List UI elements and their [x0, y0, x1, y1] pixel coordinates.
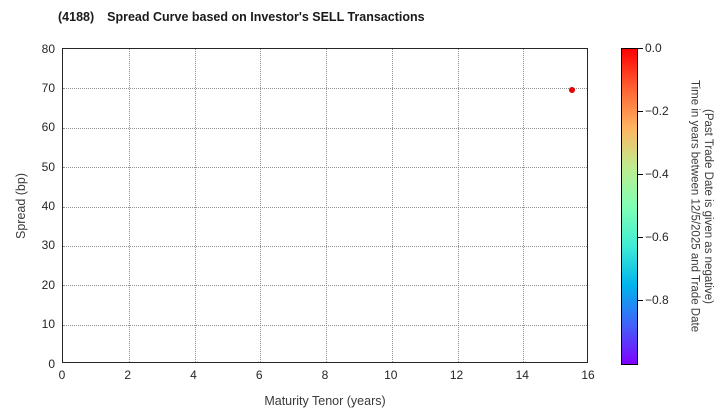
colorbar-tick-label: −0.4 — [645, 167, 669, 181]
y-tick-label: 20 — [41, 277, 55, 292]
x-tick-label: 10 — [384, 368, 398, 382]
colorbar-tick-label: −0.6 — [645, 230, 669, 244]
gridline-vertical — [260, 49, 262, 362]
colorbar — [621, 48, 638, 365]
y-tick-label: 60 — [41, 120, 55, 135]
colorbar-tick-label: 0.0 — [645, 41, 662, 55]
x-tick-label: 14 — [515, 368, 529, 382]
gridline-horizontal — [63, 206, 587, 208]
gridline-horizontal — [63, 245, 587, 247]
x-tick-label: 0 — [58, 368, 66, 382]
y-axis-label: Spread (bp) — [14, 172, 28, 240]
colorbar-tick-mark — [638, 174, 643, 175]
y-tick-label: 10 — [41, 317, 55, 332]
x-tick-label: 4 — [190, 368, 197, 382]
chart-title: (4188) Spread Curve based on Investor's S… — [58, 10, 425, 24]
colorbar-tick-label: −0.2 — [645, 104, 669, 118]
y-tick-label: 30 — [41, 238, 55, 253]
gridline-horizontal — [63, 285, 587, 287]
data-point — [569, 86, 576, 93]
gridline-vertical — [457, 49, 459, 362]
x-tick-label: 8 — [321, 368, 329, 382]
x-axis-label: Maturity Tenor (years) — [264, 394, 386, 408]
gridline-horizontal — [63, 127, 587, 129]
y-tick-label: 0 — [48, 356, 55, 371]
colorbar-tick-mark — [638, 300, 643, 301]
colorbar-tick-mark — [638, 48, 643, 49]
y-tick-label: 80 — [41, 41, 55, 56]
gridline-horizontal — [63, 167, 587, 169]
x-tick-label: 2 — [124, 368, 132, 382]
colorbar-tick-label: −0.8 — [645, 293, 669, 307]
gridline-horizontal — [63, 88, 587, 90]
x-tick-label: 6 — [255, 368, 263, 382]
chart-title-text: Spread Curve based on Investor's SELL Tr… — [107, 10, 425, 24]
plot-area — [62, 48, 588, 363]
gridline-vertical — [391, 49, 393, 362]
colorbar-label: Time in years between 12/5/2025 and Trad… — [687, 46, 715, 367]
x-tick-label: 12 — [449, 368, 464, 382]
colorbar-label-line2: (Past Trade Date is given as negative) — [702, 109, 714, 304]
x-tick-label: 16 — [581, 368, 595, 382]
gridline-vertical — [326, 49, 327, 362]
gridline-vertical — [523, 49, 525, 362]
gridline-vertical — [194, 49, 196, 362]
gridline-vertical — [128, 49, 130, 362]
colorbar-tick-mark — [638, 111, 643, 112]
ticker-code: (4188) — [58, 10, 95, 24]
colorbar-label-line1: Time in years between 12/5/2025 and Trad… — [688, 80, 701, 333]
gridline-horizontal — [63, 324, 587, 326]
colorbar-tick-mark — [638, 237, 643, 238]
y-tick-label: 70 — [41, 80, 55, 95]
y-tick-label: 50 — [41, 159, 55, 174]
y-tick-label: 40 — [41, 199, 55, 213]
